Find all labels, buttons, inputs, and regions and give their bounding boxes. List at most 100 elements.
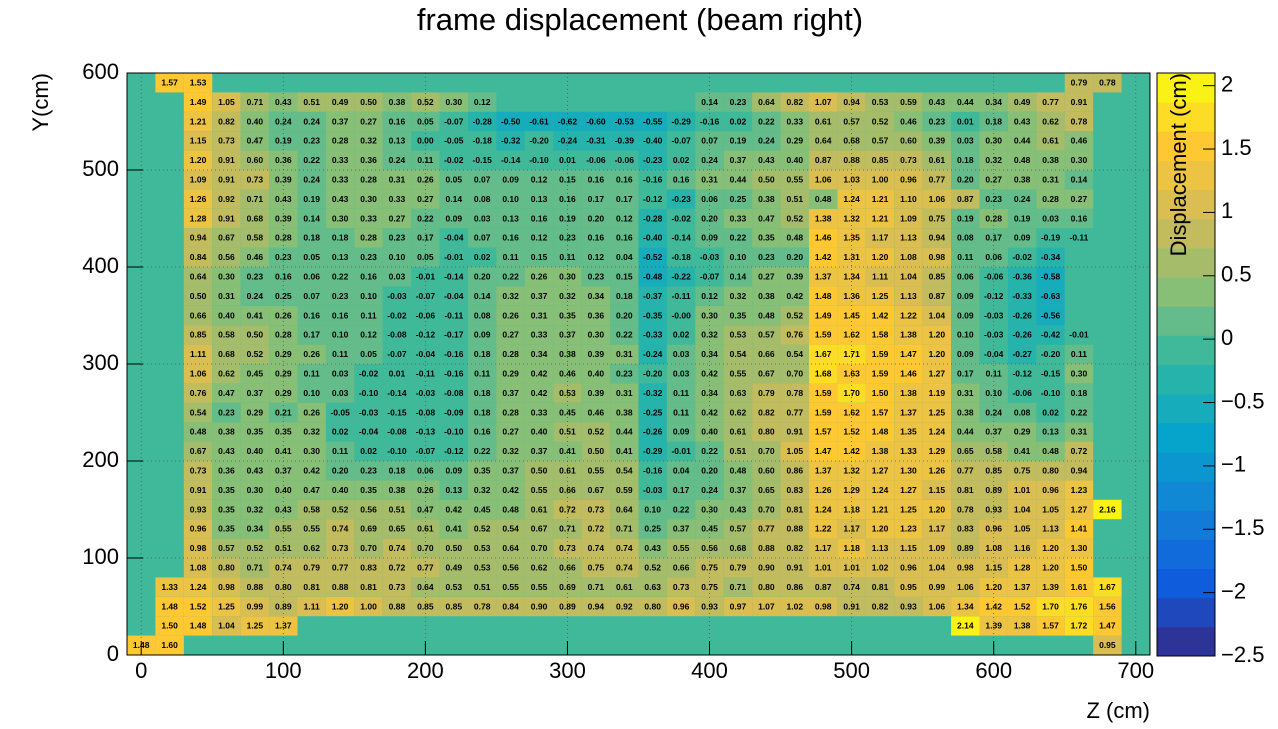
cell-label: -0.16 xyxy=(700,116,720,126)
cell-label: 0.42 xyxy=(303,465,320,475)
cell-label: 1.18 xyxy=(843,504,860,514)
heatmap-cell xyxy=(581,461,611,481)
heatmap-cell xyxy=(837,344,866,364)
heatmap-cell xyxy=(695,441,724,461)
heatmap-cell xyxy=(553,267,582,287)
heatmap-cell xyxy=(865,422,895,442)
heatmap-cell xyxy=(354,305,383,326)
cell-label: 0.73 xyxy=(190,465,207,475)
heatmap-cell xyxy=(1036,305,1065,326)
heatmap-cell xyxy=(922,596,952,617)
heatmap-cell xyxy=(780,247,809,267)
heatmap-cell xyxy=(496,286,525,306)
heatmap-cell xyxy=(240,208,270,229)
cell-label: 0.70 xyxy=(758,504,775,514)
heatmap-cell xyxy=(752,441,781,461)
cell-label: 0.57 xyxy=(872,136,889,146)
heatmap-cell xyxy=(269,461,298,481)
cell-label: 1.34 xyxy=(843,271,860,281)
heatmap-cell xyxy=(780,499,809,520)
heatmap-cell xyxy=(752,305,781,326)
cell-label: -0.10 xyxy=(529,155,549,165)
cell-label: -0.18 xyxy=(473,136,493,146)
cell-label: -0.14 xyxy=(387,388,407,398)
heatmap-cell xyxy=(979,170,1008,190)
cell-label: 0.22 xyxy=(502,271,519,281)
cell-label: 1.21 xyxy=(872,194,889,204)
cell-label: -0.36 xyxy=(1012,271,1032,281)
cell-label: 1.48 xyxy=(190,621,207,631)
cell-label: 0.15 xyxy=(559,174,576,184)
heatmap-cell xyxy=(951,558,980,578)
cell-label: 0.37 xyxy=(531,446,548,456)
colorbar-tick-label: 0 xyxy=(1221,325,1233,350)
cell-label: 0.52 xyxy=(332,504,349,514)
heatmap-cell xyxy=(524,558,554,578)
cell-label: 1.45 xyxy=(843,310,860,320)
cell-label: 0.37 xyxy=(502,388,519,398)
cell-label: 1.20 xyxy=(190,155,207,165)
cell-label: -0.09 xyxy=(444,407,464,417)
cell-label: 1.71 xyxy=(843,349,860,359)
heatmap-cell xyxy=(666,111,696,132)
cell-label: 0.42 xyxy=(787,291,804,301)
cell-label: 0.35 xyxy=(218,485,235,495)
cell-label: 0.38 xyxy=(559,349,576,359)
cell-label: 0.95 xyxy=(900,582,917,592)
cell-label: 1.05 xyxy=(1042,504,1059,514)
heatmap-cell xyxy=(922,92,952,112)
heatmap-cell xyxy=(212,422,241,442)
heatmap-cell xyxy=(951,519,980,539)
colorbar-band xyxy=(1157,451,1215,482)
cell-label: 1.03 xyxy=(843,174,860,184)
heatmap-cell xyxy=(183,131,213,151)
heatmap-cell xyxy=(325,538,355,558)
cell-label: 0.26 xyxy=(303,407,320,417)
cell-label: -0.12 xyxy=(444,446,464,456)
cell-label: 0.01 xyxy=(957,116,974,126)
heatmap-cell xyxy=(183,616,213,636)
heatmap-cell xyxy=(695,519,724,539)
cell-label: 0.32 xyxy=(303,427,320,437)
heatmap-cell xyxy=(212,208,241,229)
heatmap-cell xyxy=(183,364,213,384)
cell-label: 0.13 xyxy=(531,194,548,204)
cell-label: 0.80 xyxy=(758,582,775,592)
cell-label: 1.48 xyxy=(815,291,832,301)
cell-label: 1.11 xyxy=(304,601,320,611)
heatmap-cell xyxy=(1007,208,1037,229)
heatmap-cell xyxy=(240,170,270,190)
heatmap-cell xyxy=(553,189,582,209)
cell-label: -0.07 xyxy=(444,116,464,126)
heatmap-cell xyxy=(496,461,525,481)
cell-label: 0.40 xyxy=(247,116,264,126)
cell-label: -0.06 xyxy=(1012,388,1032,398)
heatmap-cell xyxy=(297,538,326,558)
heatmap-cell xyxy=(951,538,980,558)
heatmap-cell xyxy=(1064,538,1094,558)
cell-label: 0.75 xyxy=(588,562,605,572)
colorbar-tick-label: −1 xyxy=(1221,452,1246,477)
heatmap-cell xyxy=(723,150,753,170)
heatmap-cell xyxy=(951,402,980,423)
cell-label: 0.91 xyxy=(843,601,860,611)
cell-label: 0.58 xyxy=(247,233,264,243)
heatmap-cell xyxy=(468,364,497,384)
heatmap-cell xyxy=(809,150,838,170)
cell-label: 0.34 xyxy=(247,524,264,534)
heatmap-cell xyxy=(1093,596,1122,617)
colorbar-tick-label: −2.5 xyxy=(1221,642,1264,667)
cell-label: 0.11 xyxy=(304,368,320,378)
cell-label: 0.21 xyxy=(275,407,292,417)
heatmap-cell xyxy=(752,577,781,597)
heatmap-cell xyxy=(411,422,440,442)
cell-label: -0.26 xyxy=(1012,310,1032,320)
heatmap-cell xyxy=(439,558,468,578)
heatmap-cell xyxy=(922,364,952,384)
x-tick-label: 300 xyxy=(549,658,586,683)
heatmap-cell xyxy=(894,558,923,578)
cell-label: 0.94 xyxy=(588,601,605,611)
heatmap-cell xyxy=(638,189,667,209)
heatmap-cell xyxy=(325,499,355,520)
heatmap-cell xyxy=(1093,635,1122,655)
